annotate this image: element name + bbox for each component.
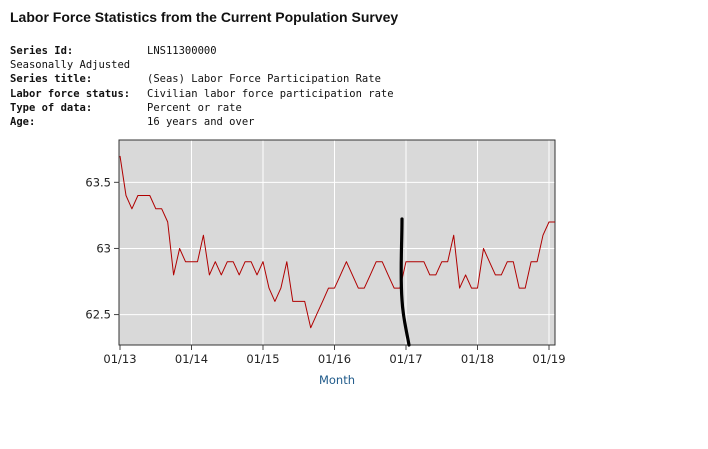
x-tick-label: 01/13	[103, 352, 136, 366]
plot-frame	[118, 139, 556, 346]
series-line	[119, 155, 555, 329]
x-axis-label: Month	[319, 373, 355, 387]
series-title-value: (Seas) Labor Force Participation Rate	[147, 73, 381, 86]
x-tick-label: 01/17	[389, 352, 422, 366]
x-tick-labels: 01/13 01/14 01/15 01/16 01/17 01/18 01/19	[103, 352, 565, 366]
hand-drawn-marker	[399, 217, 411, 347]
y-tick-labels: 63.5 63 62.5	[85, 175, 111, 321]
adjustment-value: Seasonally Adjusted	[10, 59, 131, 72]
labor-status-row: Labor force status: Civilian labor force …	[10, 87, 394, 101]
y-tick-label: 63.5	[85, 175, 111, 189]
axes	[114, 139, 556, 350]
x-tick-label: 01/16	[318, 352, 351, 366]
series-id-label: Series Id:	[10, 45, 74, 57]
y-tick-label: 62.5	[85, 308, 111, 322]
age-value: 16 years and over	[147, 115, 255, 128]
series-group	[119, 155, 555, 329]
data-type-row: Type of data: Percent or rate	[10, 101, 394, 115]
y-tick-label: 63	[96, 241, 111, 255]
series-title-row: Series title: (Seas) Labor Force Particip…	[10, 72, 394, 86]
labor-status-value: Civilian labor force participation rate	[147, 87, 394, 100]
data-type-label: Type of data:	[10, 101, 93, 114]
labor-status-label: Labor force status:	[10, 87, 131, 100]
x-tick-label: 01/14	[175, 352, 208, 366]
page-title: Labor Force Statistics from the Current …	[10, 9, 399, 25]
series-title-label: Series title:	[10, 73, 93, 86]
x-tick-label: 01/19	[532, 352, 565, 366]
x-tick-label: 01/18	[461, 352, 494, 366]
x-tick-label: 01/15	[246, 352, 279, 366]
age-row: Age: 16 years and over	[10, 115, 394, 129]
age-label: Age:	[10, 115, 36, 128]
series-id-value: LNS11300000	[147, 45, 217, 57]
series-metadata: Series Id: LNS11300000 Seasonally Adjuste…	[10, 44, 394, 129]
data-type-value: Percent or rate	[147, 101, 242, 114]
gridlines	[119, 140, 555, 345]
series-id-row: Series Id: LNS11300000	[10, 44, 394, 58]
adjustment-row: Seasonally Adjusted	[10, 58, 394, 72]
